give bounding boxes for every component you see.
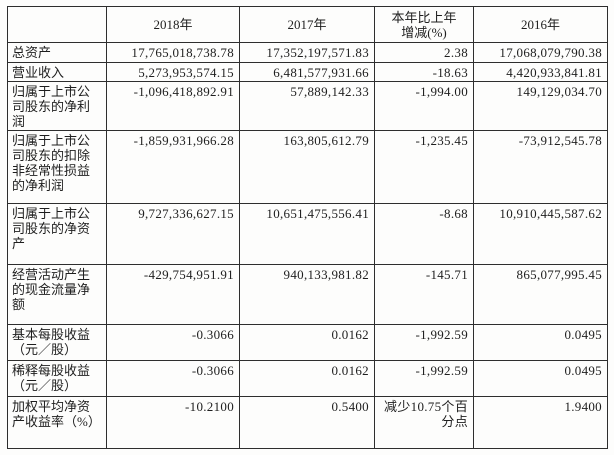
row-label: 基本每股收益（元／股） bbox=[7, 324, 107, 361]
row-label: 经营活动产生的现金流量净额 bbox=[7, 264, 107, 325]
cell-2018: -10.2100 bbox=[106, 396, 240, 449]
cell-2018: -0.3066 bbox=[106, 360, 240, 397]
table-row-net-assets: 归属于上市公司股东的净资产 9,727,336,627.15 10,651,47… bbox=[7, 203, 608, 265]
row-label: 稀释每股收益（元／股） bbox=[7, 360, 107, 397]
cell-2016: 17,068,079,790.38 bbox=[473, 42, 608, 63]
cell-yoy-change: -145.71 bbox=[374, 264, 474, 325]
cell-yoy-change: -1,992.59 bbox=[374, 360, 474, 397]
cell-2018: -1,096,418,892.91 bbox=[106, 81, 240, 131]
column-header-indicator bbox=[7, 6, 107, 43]
column-header-2018: 2018年 bbox=[106, 6, 240, 43]
cell-2017: 940,133,981.82 bbox=[239, 264, 375, 325]
cell-2018: -0.3066 bbox=[106, 324, 240, 361]
cell-2018: -429,754,951.91 bbox=[106, 264, 240, 325]
cell-2017: 10,651,475,556.41 bbox=[239, 203, 375, 265]
cell-2017: 17,352,197,571.83 bbox=[239, 42, 375, 63]
table-body: 总资产 17,765,018,738.78 17,352,197,571.83 … bbox=[7, 42, 608, 449]
cell-2018: 17,765,018,738.78 bbox=[106, 42, 240, 63]
row-label: 总资产 bbox=[7, 42, 107, 63]
row-label: 归属于上市公司股东的扣除非经常性损益的净利润 bbox=[7, 130, 107, 204]
cell-2017: 163,805,612.79 bbox=[239, 130, 375, 204]
cell-2016: 0.0495 bbox=[473, 324, 608, 361]
cell-2018: -1,859,931,966.28 bbox=[106, 130, 240, 204]
table-row-basic-eps: 基本每股收益（元／股） -0.3066 0.0162 -1,992.59 0.0… bbox=[7, 324, 608, 361]
cell-2017: 0.5400 bbox=[239, 396, 375, 449]
cell-yoy-change: -8.68 bbox=[374, 203, 474, 265]
column-header-2017: 2017年 bbox=[239, 6, 375, 43]
cell-yoy-change: -1,235.45 bbox=[374, 130, 474, 204]
row-label: 归属于上市公司股东的净资产 bbox=[7, 203, 107, 265]
cell-2016: 1.9400 bbox=[473, 396, 608, 449]
cell-2018: 9,727,336,627.15 bbox=[106, 203, 240, 265]
header-row: 2018年 2017年 本年比上年增减(%) 2016年 bbox=[7, 6, 608, 43]
table-row-operating-revenue: 营业收入 5,273,953,574.15 6,481,577,931.66 -… bbox=[7, 62, 608, 82]
cell-yoy-change: 减少10.75个百分点 bbox=[374, 396, 474, 449]
table-row-net-profit-excl-nonrecurring: 归属于上市公司股东的扣除非经常性损益的净利润 -1,859,931,966.28… bbox=[7, 130, 608, 204]
cell-2018: 5,273,953,574.15 bbox=[106, 62, 240, 82]
column-header-yoy-change: 本年比上年增减(%) bbox=[374, 6, 474, 43]
row-label: 营业收入 bbox=[7, 62, 107, 82]
table-row-diluted-eps: 稀释每股收益（元／股） -0.3066 0.0162 -1,992.59 0.0… bbox=[7, 360, 608, 397]
column-header-2016: 2016年 bbox=[473, 6, 608, 43]
cell-2016: 10,910,445,587.62 bbox=[473, 203, 608, 265]
table-row-operating-cash-flow: 经营活动产生的现金流量净额 -429,754,951.91 940,133,98… bbox=[7, 264, 608, 325]
cell-2016: 4,420,933,841.81 bbox=[473, 62, 608, 82]
table-header: 2018年 2017年 本年比上年增减(%) 2016年 bbox=[7, 6, 608, 43]
cell-yoy-change: -18.63 bbox=[374, 62, 474, 82]
cell-yoy-change: 2.38 bbox=[374, 42, 474, 63]
row-label: 加权平均净资产收益率（%） bbox=[7, 396, 107, 449]
cell-2017: 6,481,577,931.66 bbox=[239, 62, 375, 82]
cell-2016: 865,077,995.45 bbox=[473, 264, 608, 325]
cell-2016: 149,129,034.70 bbox=[473, 81, 608, 131]
table-row-net-profit: 归属于上市公司股东的净利润 -1,096,418,892.91 57,889,1… bbox=[7, 81, 608, 131]
cell-2017: 0.0162 bbox=[239, 360, 375, 397]
cell-2017: 0.0162 bbox=[239, 324, 375, 361]
table-row-weighted-avg-roe: 加权平均净资产收益率（%） -10.2100 0.5400 减少10.75个百分… bbox=[7, 396, 608, 449]
cell-yoy-change: -1,992.59 bbox=[374, 324, 474, 361]
cell-yoy-change: -1,994.00 bbox=[374, 81, 474, 131]
cell-2016: 0.0495 bbox=[473, 360, 608, 397]
cell-2017: 57,889,142.33 bbox=[239, 81, 375, 131]
financial-summary-table: 2018年 2017年 本年比上年增减(%) 2016年 总资产 17,765,… bbox=[7, 6, 608, 449]
table-row-total-assets: 总资产 17,765,018,738.78 17,352,197,571.83 … bbox=[7, 42, 608, 63]
cell-2016: -73,912,545.78 bbox=[473, 130, 608, 204]
row-label: 归属于上市公司股东的净利润 bbox=[7, 81, 107, 131]
